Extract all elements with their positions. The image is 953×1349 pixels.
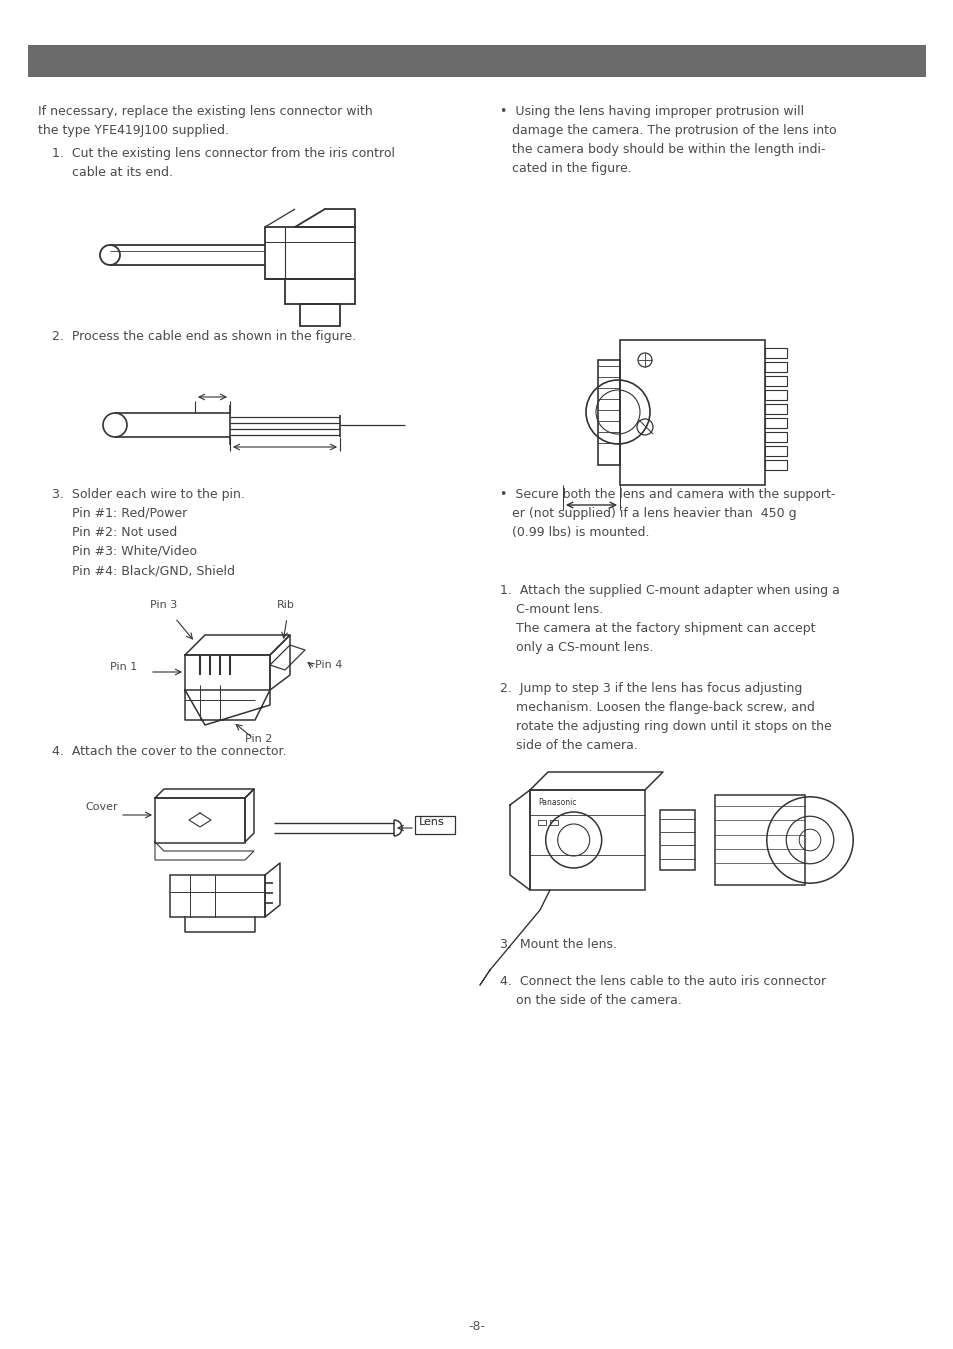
Bar xyxy=(764,432,786,442)
Bar xyxy=(154,799,245,843)
Text: Lens: Lens xyxy=(418,817,444,827)
Bar xyxy=(714,795,804,885)
Text: 1.  Attach the supplied C-mount adapter when using a
    C-mount lens.
    The c: 1. Attach the supplied C-mount adapter w… xyxy=(499,584,839,654)
Text: Rib: Rib xyxy=(276,600,294,610)
Bar xyxy=(619,340,764,486)
Bar xyxy=(537,820,545,826)
Bar xyxy=(415,816,455,834)
Text: 3.  Solder each wire to the pin.
     Pin #1: Red/Power
     Pin #2: Not used
  : 3. Solder each wire to the pin. Pin #1: … xyxy=(52,488,245,577)
Bar xyxy=(764,362,786,372)
Bar xyxy=(170,876,265,917)
Bar xyxy=(285,279,355,304)
Text: Pin 2: Pin 2 xyxy=(245,734,273,745)
Bar xyxy=(764,447,786,456)
Text: •  Using the lens having improper protrusion will
   damage the camera. The prot: • Using the lens having improper protrus… xyxy=(499,105,836,175)
Bar xyxy=(28,45,925,77)
Bar xyxy=(659,809,695,870)
Text: Lens: Lens xyxy=(418,817,444,827)
Text: 4.  Connect the lens cable to the auto iris connector
    on the side of the cam: 4. Connect the lens cable to the auto ir… xyxy=(499,975,825,1006)
Bar xyxy=(530,791,644,890)
Text: If necessary, replace the existing lens connector with
the type YFE419J100 suppl: If necessary, replace the existing lens … xyxy=(38,105,373,138)
Text: 2.  Process the cable end as shown in the figure.: 2. Process the cable end as shown in the… xyxy=(52,331,355,343)
Text: 4.  Attach the cover to the connector.: 4. Attach the cover to the connector. xyxy=(52,745,286,758)
Text: Panasonic: Panasonic xyxy=(537,799,576,807)
Bar xyxy=(764,418,786,428)
Bar xyxy=(598,360,619,465)
Text: Pin 4: Pin 4 xyxy=(314,660,342,670)
Bar xyxy=(764,460,786,469)
Text: 1.  Cut the existing lens connector from the iris control
     cable at its end.: 1. Cut the existing lens connector from … xyxy=(52,147,395,179)
Bar xyxy=(764,376,786,386)
Bar xyxy=(764,390,786,401)
Bar xyxy=(764,403,786,414)
Text: Cover: Cover xyxy=(85,803,118,812)
Text: 2.  Jump to step 3 if the lens has focus adjusting
    mechanism. Loosen the fla: 2. Jump to step 3 if the lens has focus … xyxy=(499,683,831,751)
Text: •  Secure both the lens and camera with the support-
   er (not supplied) if a l: • Secure both the lens and camera with t… xyxy=(499,488,835,540)
Text: 3.  Mount the lens.: 3. Mount the lens. xyxy=(499,938,617,951)
Bar xyxy=(265,227,355,279)
Bar xyxy=(299,304,339,326)
Text: Pin 1: Pin 1 xyxy=(110,662,137,672)
Text: Pin 3: Pin 3 xyxy=(150,600,177,610)
Text: -8-: -8- xyxy=(468,1321,485,1333)
Bar xyxy=(764,348,786,357)
Bar xyxy=(550,820,558,826)
